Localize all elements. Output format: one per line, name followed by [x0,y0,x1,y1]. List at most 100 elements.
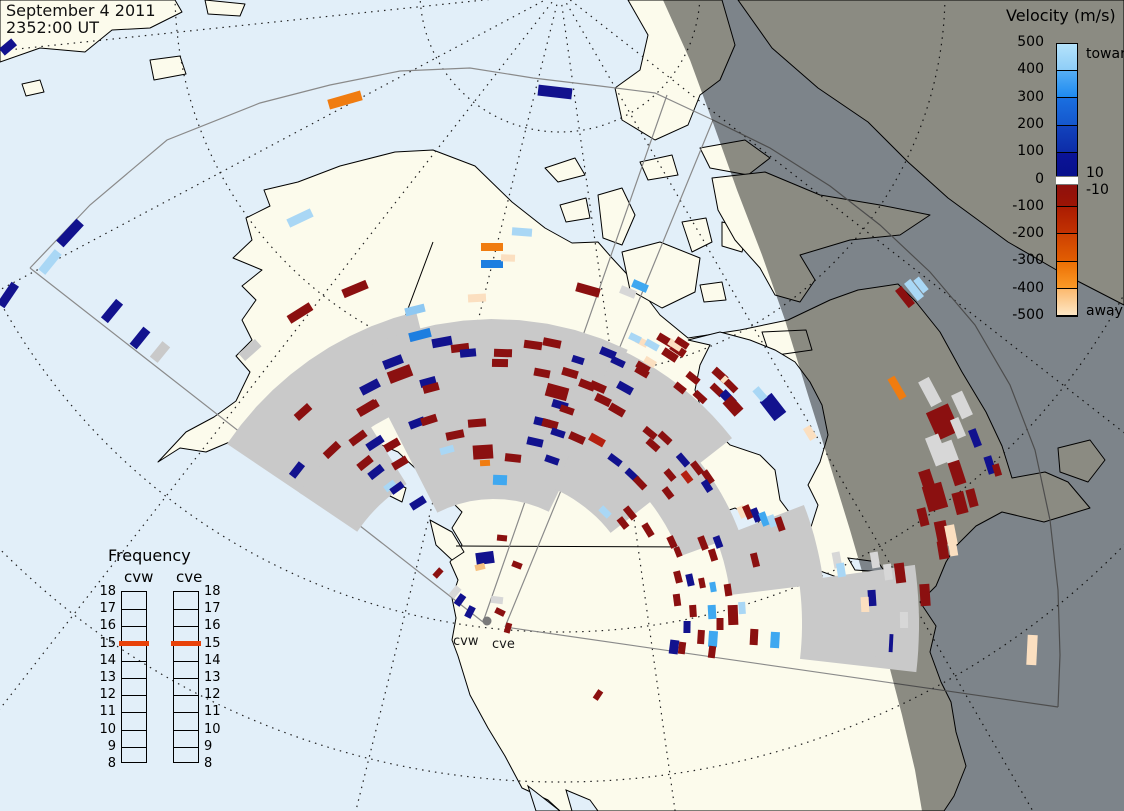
velocity-cell [526,436,544,448]
velocity-cell [503,622,513,634]
velocity-cell [588,432,606,448]
velocity-cell [869,551,881,569]
velocity-cell [479,459,491,467]
velocity-cell [692,389,708,405]
frequency-tick-label: 15 [99,635,116,651]
velocity-cell [947,459,967,487]
velocity-cell [882,563,894,581]
velocity-cell [738,601,746,615]
velocity-cell [616,380,634,396]
velocity-cells [0,38,1038,701]
frequency-tick-label: 12 [204,687,221,703]
velocity-cell [680,470,694,484]
velocity-cell [422,382,440,394]
velocity-cell [496,534,508,542]
ladder-rung [122,712,146,714]
velocity-cell [561,366,579,380]
velocity-cell [493,348,513,358]
frequency-marker [171,640,201,646]
velocity-cell [382,354,404,370]
frequency-tick-label: 10 [204,721,221,737]
colorbar-segment [1057,71,1077,99]
ladder-rung [122,678,146,679]
velocity-cell [707,548,719,562]
colorbar-tick-label: 200 [1017,115,1044,132]
ladder-rung [122,729,146,731]
ladder-rung [122,746,146,748]
colorbar-segment [1057,207,1077,235]
velocity-cell [448,585,462,599]
political-border [455,545,701,548]
velocity-cell [537,84,573,100]
velocity-cell [634,365,650,379]
velocity-cell [100,298,124,324]
frequency-tick-label: 18 [99,584,116,599]
colorbar-segment [1057,125,1077,153]
ground-scatter-band [645,455,741,557]
velocity-cell [610,355,626,369]
velocity-cell [749,552,761,568]
velocity-cell [475,550,495,566]
landmass [544,157,586,183]
ground-scatter-band [299,424,407,532]
graticule-meridian [355,0,559,811]
velocity-cell [667,338,683,352]
velocity-cell [643,355,657,369]
colorbar-tick-label: 300 [1017,88,1044,105]
velocity-cell [802,424,818,442]
velocity-cell [951,390,973,420]
velocity-cell [683,620,691,634]
velocity-cell [707,604,717,620]
velocity-cell [925,433,949,467]
colorbar-tick-label: -100 [1012,197,1044,214]
velocity-cell [544,382,570,402]
colorbar-segment [1057,179,1077,208]
velocity-cell [356,454,374,472]
terminator-shading [663,0,1124,811]
colorbar-plus-label: 10 [1086,165,1104,181]
velocity-cell [480,259,504,269]
velocity-cell [541,417,559,431]
velocity-cell [641,522,655,538]
velocity-cell [867,589,877,607]
velocity-cell [709,581,717,593]
colorbar-tick-label: -200 [1012,225,1044,242]
frequency-tick-label: 11 [99,704,116,720]
velocity-cell [474,562,486,572]
velocity-cell [887,375,907,401]
velocity-cell [736,505,748,519]
velocity-cell [1026,634,1038,666]
velocity-cell [835,562,847,578]
colorbar-tick-label: -400 [1012,279,1044,296]
velocity-cell [916,507,930,527]
velocity-cell [365,434,385,452]
velocity-cell [490,595,504,605]
velocity-cell [770,631,780,649]
velocity-cell [149,341,171,363]
date-label: September 4 2011 [6,1,156,20]
velocity-cell [644,338,660,352]
landmass [204,0,246,17]
velocity-cell [723,583,733,597]
ladder-rung [122,626,146,628]
velocity-cell [129,326,151,350]
velocity-cell [752,386,768,402]
velocity-cell [383,437,401,453]
ladder-rung [174,626,198,628]
velocity-cell [592,689,604,701]
velocity-cell [386,364,414,384]
velocity-cell [689,460,705,476]
velocity-cell [951,490,969,516]
velocity-cell [542,337,562,349]
velocity-cell [893,562,907,584]
velocity-cell [766,514,778,528]
frequency-tick-label: 16 [99,618,116,634]
colorbar-tick-label: -500 [1012,307,1044,323]
velocity-cell [759,392,787,422]
velocity-cell [607,453,623,467]
landmass [559,197,591,223]
velocity-cell [698,577,706,589]
velocity-cell [657,430,673,446]
